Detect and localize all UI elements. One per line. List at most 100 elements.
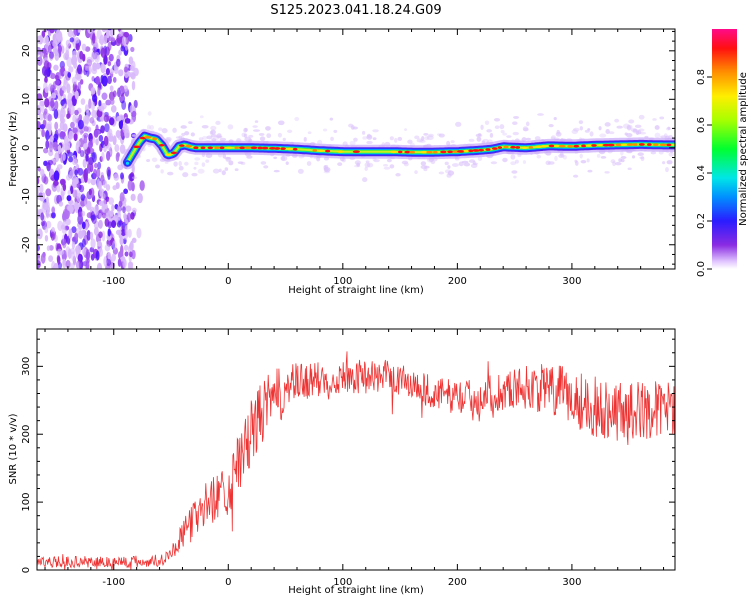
- spectrogram-speckle: [423, 168, 428, 172]
- spectrogram-noise-cell: [90, 51, 95, 63]
- spectrogram-speckle: [502, 157, 508, 163]
- spectrogram-noise-cell: [45, 188, 52, 197]
- spectrogram-speckle: [356, 162, 360, 167]
- spectrogram-speckle: [404, 128, 408, 131]
- spectrogram-speckle: [523, 127, 529, 132]
- spectrogram-speckle: [306, 161, 312, 167]
- spectrogram-x-axis-label: Height of straight line (km): [288, 285, 424, 296]
- spectrogram-peak-cell: [420, 150, 428, 154]
- spectrogram-noise-cell: [40, 212, 45, 221]
- spectrogram-speckle: [482, 138, 489, 144]
- spectrogram-noise-cell: [37, 244, 41, 252]
- spectrogram-speckle: [364, 166, 368, 171]
- spectrogram-noise-cell: [60, 190, 65, 197]
- spectrogram-speckle: [455, 121, 462, 127]
- spectrogram-speckle: [654, 132, 661, 138]
- spectrogram-speckle: [428, 133, 434, 138]
- spectrogram-speckle: [221, 170, 226, 176]
- spectrogram-noise-cell: [118, 30, 123, 37]
- spectrogram-speckle: [610, 159, 616, 164]
- spectrogram-noise-cell: [114, 144, 120, 153]
- spectrogram-speckle: [452, 163, 459, 167]
- spectrogram-noise-cell: [129, 242, 133, 250]
- spectrogram-noise-cell: [71, 226, 77, 234]
- spectrogram-noise-cell: [123, 212, 127, 220]
- spectrogram-speckle: [426, 135, 434, 141]
- spectrogram-noise-cell: [115, 37, 122, 47]
- spectrogram-peak-cell: [404, 150, 411, 154]
- spectrogram-peak-cell: [585, 144, 593, 147]
- spectrogram-image: [37, 29, 675, 269]
- spectrogram-noise-cell: [85, 259, 90, 269]
- spectrogram-noise-cell: [47, 114, 53, 122]
- spectrogram-speckle: [579, 126, 583, 131]
- spectrogram-noise-cell: [46, 245, 51, 252]
- spectrogram-speckle: [468, 159, 476, 163]
- spectrogram-speckle: [219, 137, 227, 142]
- spectrogram-noise-cell: [66, 195, 72, 202]
- spectrogram-speckle: [234, 168, 239, 172]
- spectrogram-noise-cell: [82, 143, 88, 150]
- spectrogram-noise-cell: [98, 105, 105, 112]
- spectrogram-noise-cell: [101, 75, 108, 87]
- spectrogram-speckle: [476, 136, 482, 142]
- spectrogram-noise-cell: [37, 176, 40, 185]
- spectrogram-speckle: [182, 172, 189, 178]
- spectrogram-noise-cell: [123, 128, 130, 139]
- spectrogram-noise-cell: [98, 180, 102, 191]
- spectrogram-speckle: [273, 156, 278, 160]
- spectrogram-speckle: [243, 127, 248, 133]
- spectrogram-noise-cell: [124, 225, 128, 236]
- spectrogram-speckle: [489, 132, 494, 138]
- spectrogram-noise-cell: [47, 44, 52, 54]
- spectrogram-speckle: [216, 135, 223, 139]
- spectrogram-speckle: [364, 162, 371, 168]
- spectrogram-speckle: [450, 140, 455, 144]
- snr-panel: -100 0 100 200 300 0 100 200 300 Height of strai…: [8, 328, 676, 596]
- spectrogram-speckle: [604, 171, 610, 174]
- spectrogram-noise-cell: [88, 98, 92, 109]
- spectrogram-peak-cell: [225, 146, 233, 150]
- spectrogram-noise-cell: [92, 168, 97, 179]
- spectrogram-speckle: [244, 136, 252, 142]
- spectrogram-noise-cell: [118, 119, 124, 130]
- spectrogram-noise-cell: [128, 34, 133, 43]
- spectrogram-speckle: [201, 124, 209, 129]
- spectrogram-speckle: [513, 175, 517, 179]
- spectrogram-speckle: [486, 129, 493, 133]
- spectrogram-noise-cell: [103, 179, 108, 189]
- spectrogram-noise-cell: [40, 253, 46, 264]
- spectrogram-noise-cell: [56, 243, 62, 251]
- spectrogram-noise-cell: [55, 29, 62, 40]
- spectrogram-speckle: [158, 127, 163, 131]
- spectrogram-peak-cell: [286, 147, 293, 151]
- spectrogram-noise-cell: [139, 180, 145, 191]
- spectrogram-speckle: [266, 133, 272, 139]
- spectrogram-peak-cell: [581, 144, 587, 148]
- spectrogram-x-tick-label: 300: [562, 276, 581, 287]
- spectrogram-speckle: [190, 132, 195, 137]
- spectrogram-speckle: [578, 120, 584, 125]
- spectrogram-peak-cell: [244, 146, 252, 150]
- spectrogram-peak-cell: [540, 144, 547, 148]
- spectrogram-noise-cell: [49, 141, 54, 153]
- spectrogram-noise-cell: [98, 134, 104, 142]
- spectrogram-y-tick-label: 20: [21, 44, 32, 57]
- spectrogram-noise-cell: [56, 184, 61, 193]
- spectrogram-speckle: [510, 154, 516, 160]
- spectrogram-x-tick-label: 200: [448, 276, 467, 287]
- spectrogram-peak-cell: [510, 145, 516, 149]
- spectrogram-noise-cell: [59, 67, 64, 77]
- spectrogram-noise-cell: [130, 46, 135, 52]
- spectrogram-speckle: [322, 128, 328, 132]
- colorbar-tick-label: 0.6: [696, 117, 707, 133]
- spectrogram-noise-cell: [107, 221, 113, 229]
- spectrogram-speckle: [194, 157, 201, 161]
- spectrogram-noise-cell: [131, 60, 136, 71]
- spectrogram-peak-cell: [170, 151, 177, 155]
- spectrogram-noise-cell: [47, 159, 54, 166]
- spectrogram-speckle: [365, 160, 370, 164]
- spectrogram-speckle: [282, 137, 286, 142]
- spectrogram-noise-cell: [107, 41, 112, 51]
- spectrogram-onset-core: [125, 161, 130, 165]
